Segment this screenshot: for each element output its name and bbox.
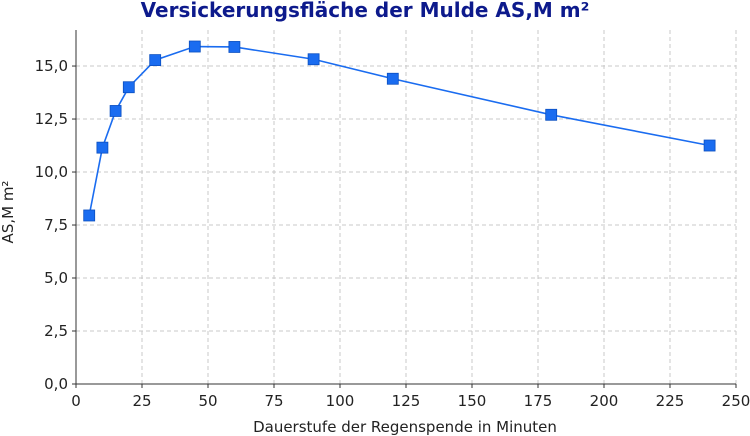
x-tick-label: 100 xyxy=(326,392,355,410)
data-point xyxy=(307,53,320,66)
x-tick-label: 125 xyxy=(392,392,421,410)
x-tick-label: 175 xyxy=(524,392,553,410)
y-tick-label: 5,0 xyxy=(44,269,68,287)
data-point xyxy=(122,81,135,94)
x-tick-label: 75 xyxy=(264,392,283,410)
data-point xyxy=(149,54,162,67)
y-tick-label: 10,0 xyxy=(35,163,68,181)
data-point xyxy=(228,41,241,53)
series-line xyxy=(88,45,710,216)
data-point xyxy=(96,141,109,154)
series xyxy=(83,40,716,222)
x-axis-label: Dauerstufe der Regenspende in Minuten xyxy=(253,418,557,436)
y-tick-label: 12,5 xyxy=(35,110,68,128)
tick-labels: 0 25 50 75 100 125 150 175 200 225 250 0,0 2,5 5,0 7,5… xyxy=(35,57,750,410)
data-point xyxy=(386,72,399,85)
grid xyxy=(76,30,737,384)
x-tick-label: 25 xyxy=(132,392,151,410)
x-tick-label: 150 xyxy=(458,392,487,410)
y-tick-label: 2,5 xyxy=(44,322,68,340)
y-tick-label: 0,0 xyxy=(44,375,68,393)
data-point xyxy=(545,108,558,121)
y-axis-label: AS,M m² xyxy=(0,181,17,244)
x-tick-label: 225 xyxy=(656,392,685,410)
data-point xyxy=(188,40,201,53)
y-tick-label: 7,5 xyxy=(44,216,68,234)
chart-title: Versickerungsfläche der Mulde AS,M m² xyxy=(141,0,590,22)
x-tick-label: 250 xyxy=(722,392,750,410)
y-tick-label: 15,0 xyxy=(35,57,68,75)
x-tick-label: 0 xyxy=(71,392,81,410)
axes xyxy=(72,30,737,388)
data-point xyxy=(83,209,96,222)
x-tick-label: 200 xyxy=(590,392,619,410)
data-point xyxy=(703,139,716,152)
x-tick-label: 50 xyxy=(198,392,217,410)
data-point xyxy=(109,105,122,117)
